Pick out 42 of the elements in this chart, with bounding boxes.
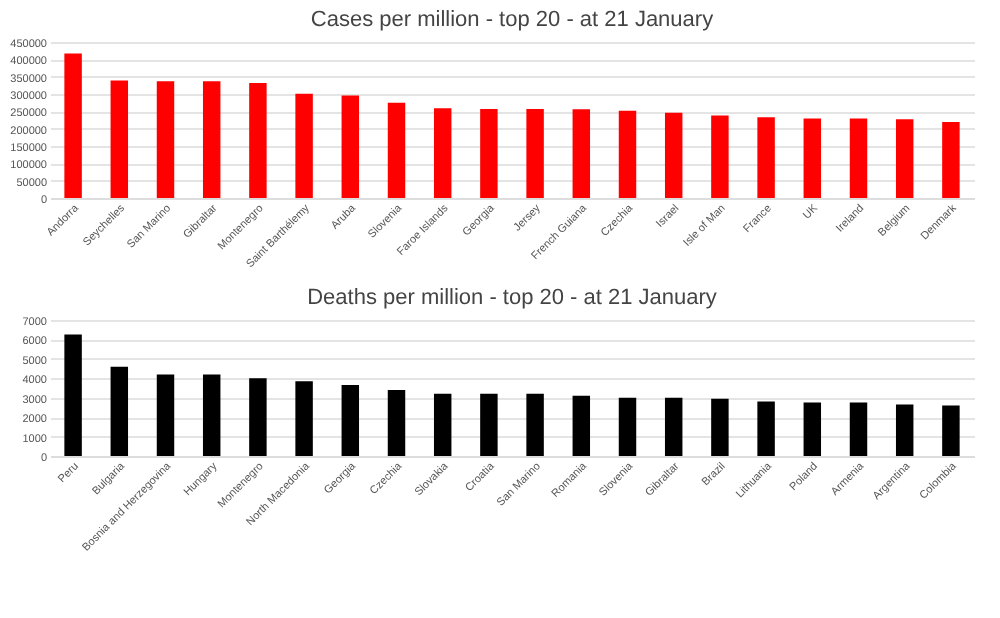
bar xyxy=(942,122,960,198)
bar xyxy=(895,404,914,456)
bar xyxy=(664,112,683,198)
bar xyxy=(803,402,822,456)
bar xyxy=(757,117,775,198)
bar xyxy=(110,366,129,456)
bar xyxy=(711,115,729,198)
bar xyxy=(711,398,729,456)
bar xyxy=(618,110,637,198)
bar xyxy=(295,93,313,198)
bar xyxy=(249,378,267,456)
bar xyxy=(64,334,82,456)
bar xyxy=(526,393,544,456)
bar xyxy=(341,95,360,198)
chart-title: Deaths per million - top 20 - at 21 January xyxy=(307,286,718,310)
bar xyxy=(526,108,544,198)
bar xyxy=(249,82,267,198)
bar xyxy=(156,374,175,456)
chart-title: Cases per million - top 20 - at 21 January xyxy=(310,8,715,32)
bar xyxy=(618,397,637,456)
bar xyxy=(757,401,775,456)
bar xyxy=(572,109,591,198)
bar xyxy=(341,385,360,456)
bar xyxy=(64,53,82,198)
bar xyxy=(480,108,498,198)
bar xyxy=(202,374,221,456)
bar xyxy=(849,402,868,456)
bar xyxy=(387,102,406,198)
bar xyxy=(664,397,683,456)
bar xyxy=(110,80,129,198)
bar xyxy=(156,81,175,198)
bar xyxy=(849,118,868,198)
bar xyxy=(387,389,406,456)
bar xyxy=(480,393,498,456)
bar xyxy=(433,393,452,456)
bar xyxy=(295,381,313,456)
bar xyxy=(803,118,822,198)
bar xyxy=(572,395,591,456)
bar xyxy=(942,405,960,456)
bar xyxy=(895,119,914,198)
bar xyxy=(433,108,452,198)
bar xyxy=(202,81,221,198)
